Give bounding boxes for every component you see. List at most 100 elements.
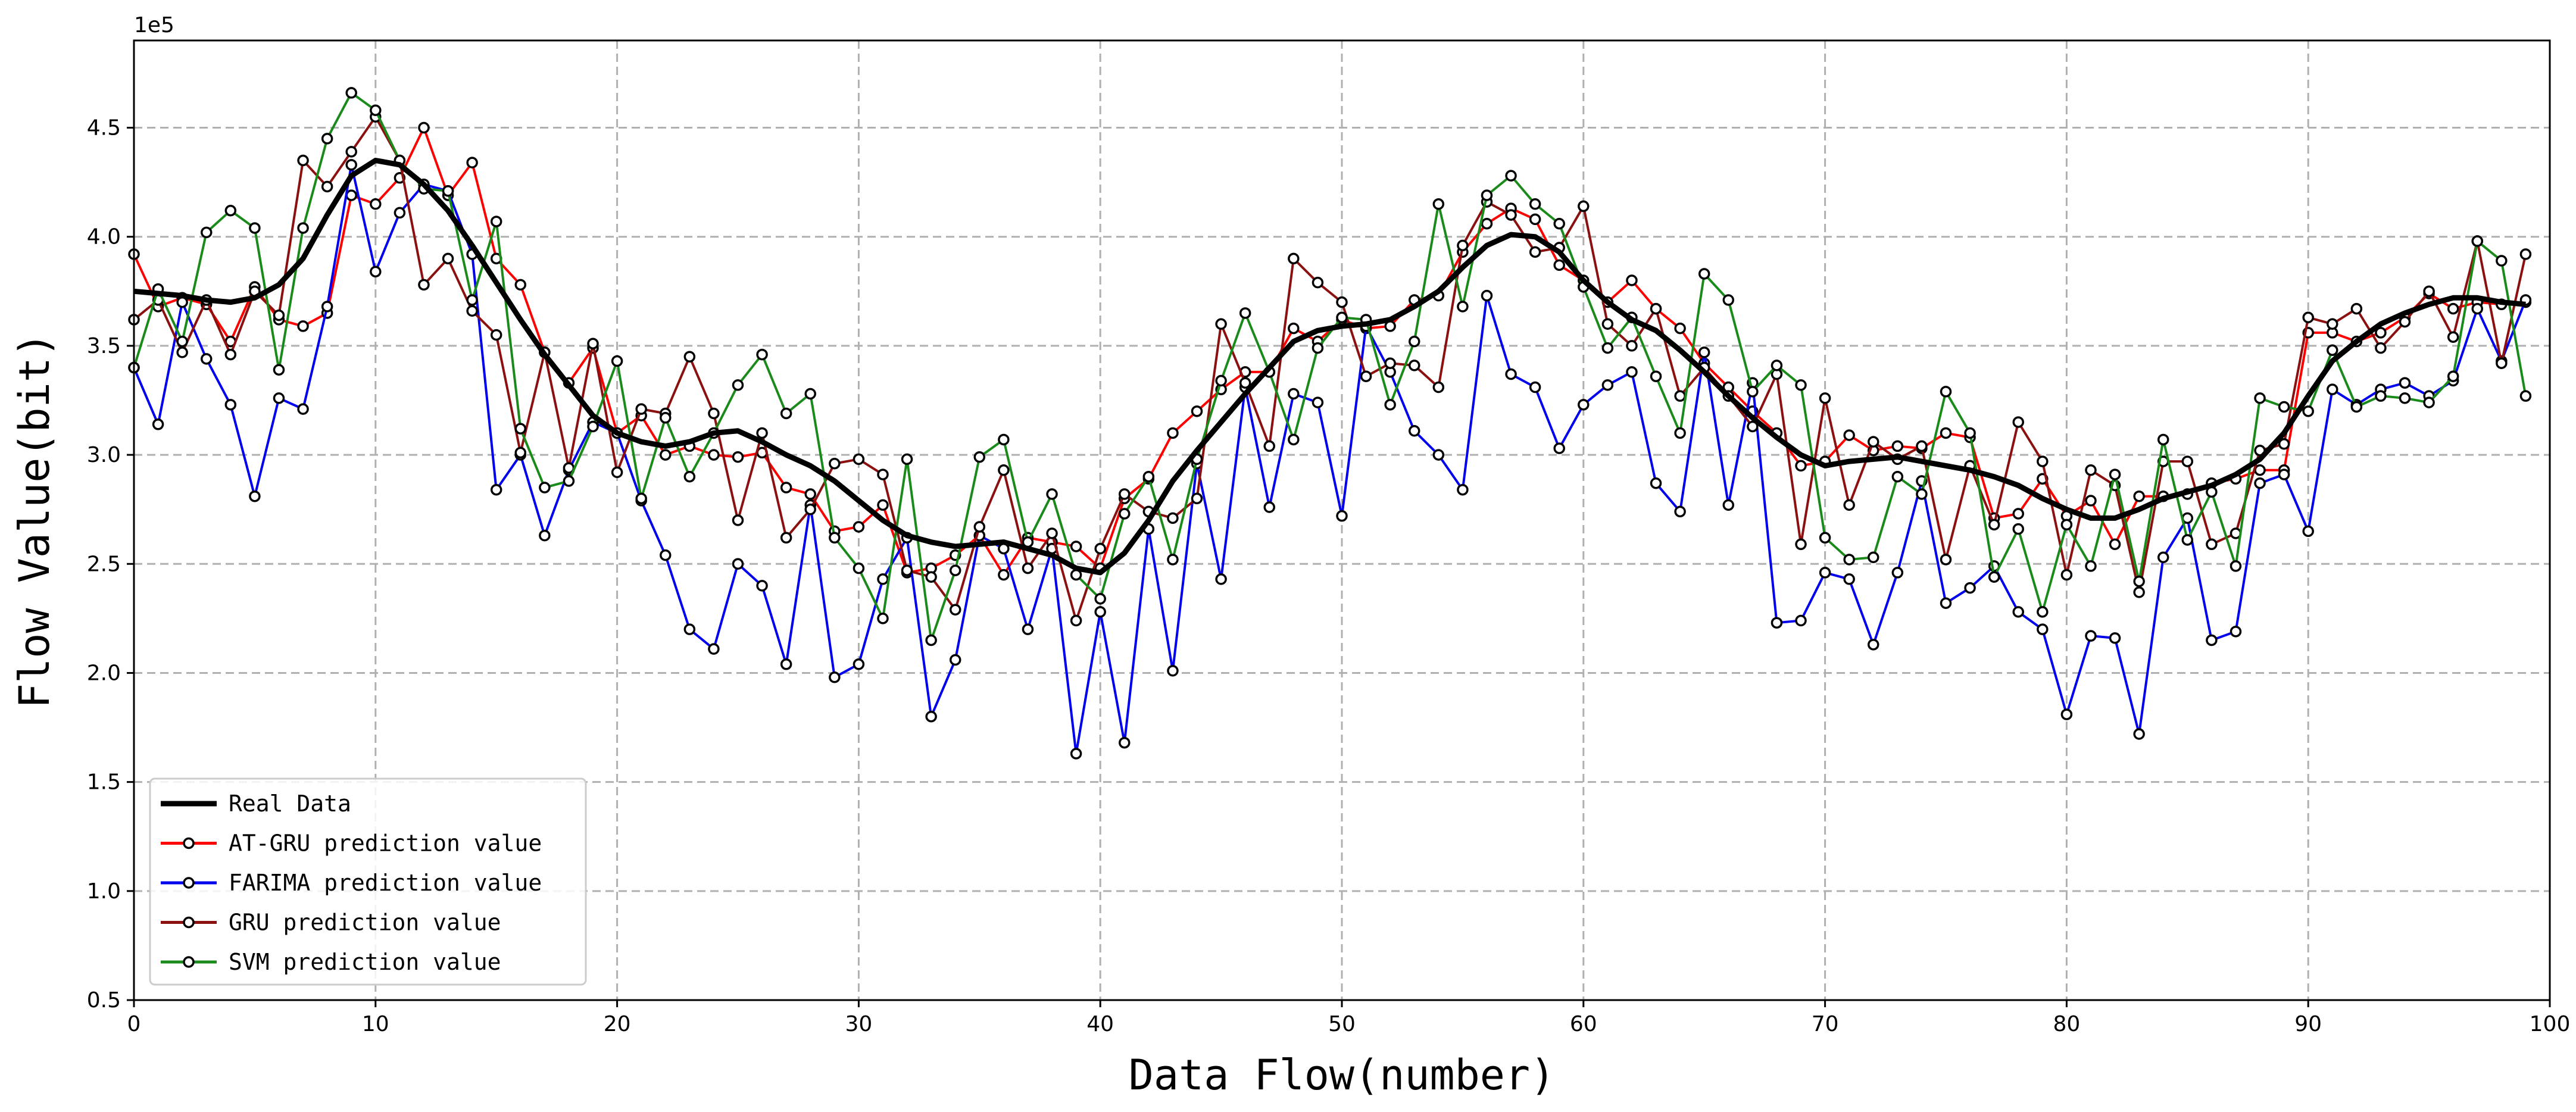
data-point <box>2109 468 2121 480</box>
data-point <box>1384 399 1396 411</box>
data-point <box>1988 518 2000 531</box>
data-point <box>2206 634 2218 646</box>
data-point <box>998 464 1010 476</box>
data-point <box>2157 433 2169 446</box>
data-point <box>2447 331 2459 343</box>
data-point <box>949 564 961 577</box>
data-point <box>1650 370 1662 382</box>
data-point <box>273 392 285 404</box>
series-line <box>133 126 2526 576</box>
legend: Real Data AT-GRU prediction value FARIMA p… <box>149 777 587 986</box>
data-point <box>152 418 164 430</box>
data-point <box>1336 510 1348 522</box>
data-point <box>2496 255 2508 267</box>
y-axis-title: Flow Value(bit) <box>10 332 59 708</box>
data-point <box>2254 477 2266 489</box>
data-point <box>539 529 551 542</box>
data-point <box>345 146 357 158</box>
x-tick-label: 40 <box>1086 1012 1114 1036</box>
data-point <box>1119 736 1131 749</box>
y-tick-label: 3.0 <box>87 443 121 467</box>
data-point <box>1457 301 1469 313</box>
legend-marker <box>183 837 195 849</box>
data-point <box>1795 379 1807 391</box>
data-point <box>1505 170 1517 182</box>
data-point <box>2133 490 2145 502</box>
data-point <box>1819 392 1831 404</box>
data-point <box>1119 508 1131 520</box>
data-point <box>1191 405 1203 417</box>
y-tick-label: 4.0 <box>87 225 121 249</box>
data-point <box>2327 383 2338 395</box>
legend-marker <box>183 877 195 889</box>
data-point <box>1481 217 1493 230</box>
x-tick-label: 90 <box>2294 1012 2322 1036</box>
data-point <box>1022 623 1034 635</box>
legend-label: Real Data <box>229 791 351 817</box>
data-point <box>1408 360 1420 371</box>
data-point <box>587 420 599 433</box>
data-point <box>1119 488 1131 500</box>
data-point <box>780 658 792 670</box>
data-point <box>370 198 382 210</box>
data-point <box>1601 318 1614 330</box>
data-point <box>2519 248 2532 260</box>
data-point <box>1167 512 1179 524</box>
data-point <box>1288 322 1300 335</box>
data-point <box>660 449 672 461</box>
data-point <box>370 265 382 278</box>
legend-label: SVM prediction value <box>229 949 501 975</box>
data-point <box>2447 370 2459 382</box>
data-point <box>1795 614 1807 627</box>
data-point <box>1288 252 1300 265</box>
x-tick-label: 50 <box>1328 1012 1356 1036</box>
data-point <box>1481 189 1493 201</box>
data-point <box>2399 316 2411 328</box>
data-point <box>804 388 816 400</box>
data-point <box>249 490 261 502</box>
data-point <box>853 453 865 466</box>
data-point <box>1626 366 1638 378</box>
data-point <box>635 492 647 505</box>
data-point <box>660 412 672 424</box>
data-point <box>1094 542 1106 555</box>
data-point <box>1674 390 1686 402</box>
data-point <box>1819 532 1831 544</box>
y-tick-label: 1.5 <box>87 770 121 795</box>
data-point <box>1626 340 1638 352</box>
data-point <box>1529 198 1541 210</box>
data-point <box>925 571 937 583</box>
data-point <box>2399 392 2411 404</box>
data-point <box>1481 289 1493 302</box>
data-point <box>297 403 309 415</box>
data-point <box>2278 468 2290 480</box>
data-point <box>1868 639 1879 651</box>
data-point <box>1336 311 1348 324</box>
data-point <box>1553 217 1565 230</box>
data-point <box>973 521 986 533</box>
series-line <box>133 158 2526 576</box>
data-point <box>756 427 768 439</box>
data-point <box>829 457 841 470</box>
data-point <box>1312 396 1324 408</box>
data-point <box>1819 567 1831 579</box>
data-point <box>2230 560 2242 572</box>
data-point <box>1070 541 1082 552</box>
data-point <box>2302 525 2314 538</box>
data-point <box>1553 442 1565 454</box>
data-point <box>442 185 454 197</box>
data-point <box>635 403 647 415</box>
data-point <box>1601 379 1614 391</box>
data-point <box>2423 285 2435 298</box>
series-svm-prediction-value <box>128 87 2532 646</box>
data-point <box>1940 427 1952 439</box>
data-point <box>1722 499 1735 511</box>
data-point <box>2278 438 2290 450</box>
data-point <box>2133 728 2145 740</box>
legend-item: AT-GRU prediction value <box>161 830 542 857</box>
data-point <box>370 104 382 116</box>
legend-label: FARIMA prediction value <box>229 870 542 896</box>
data-point <box>345 189 357 201</box>
legend-item: FARIMA prediction value <box>161 870 542 896</box>
data-point <box>2012 416 2024 428</box>
